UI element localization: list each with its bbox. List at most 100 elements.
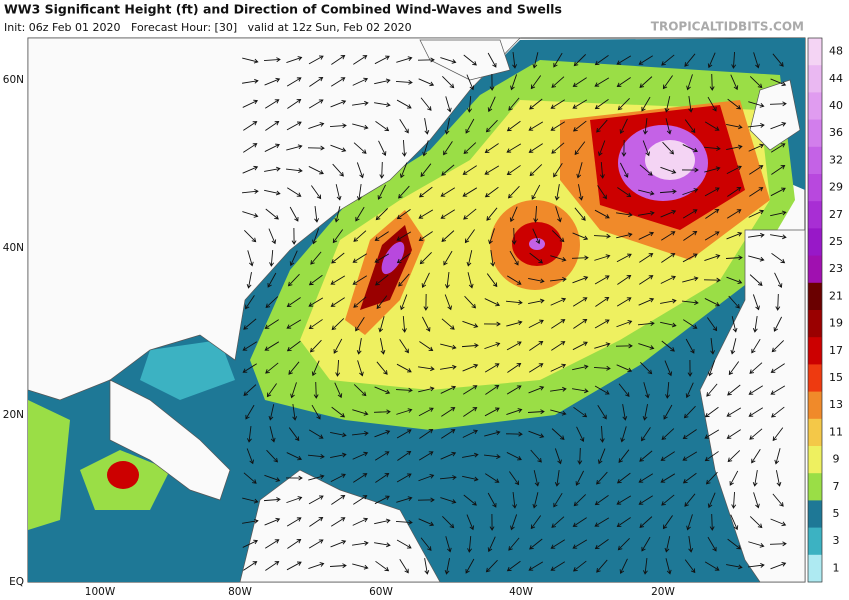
colorbar-label: 3 <box>833 534 840 547</box>
wind-arrow <box>596 471 608 485</box>
wind-arrow <box>418 386 435 393</box>
wind-arrow <box>374 495 390 505</box>
wind-arrow <box>593 233 611 239</box>
wind-arrow <box>510 514 518 531</box>
wind-arrow <box>529 538 543 550</box>
wind-arrow <box>355 317 365 332</box>
wind-arrow <box>550 276 567 282</box>
wind-arrow <box>330 99 347 108</box>
wind-arrow <box>331 406 346 418</box>
colorbar-swatch <box>808 38 822 66</box>
wind-arrow <box>551 230 565 243</box>
wind-arrow <box>309 339 322 353</box>
wind-arrow <box>265 208 279 220</box>
wind-arrow <box>401 139 407 157</box>
wind-arrow <box>530 75 542 90</box>
wind-arrow <box>550 386 567 392</box>
wind-arrow <box>553 492 563 508</box>
wind-arrow <box>682 429 697 440</box>
wind-arrow <box>441 407 456 417</box>
wind-arrow <box>528 319 544 328</box>
wind-arrow <box>243 384 257 396</box>
wind-arrow <box>396 209 411 220</box>
colorbar-swatch <box>808 119 822 148</box>
wind-arrow <box>463 208 477 220</box>
wind-arrow <box>576 426 585 443</box>
wind-arrow <box>599 161 605 179</box>
wind-arrow <box>265 121 280 131</box>
wind-arrow <box>266 383 277 398</box>
wave-field <box>645 140 695 180</box>
wind-arrow <box>486 207 498 221</box>
wind-arrow <box>506 452 522 461</box>
colorbar-swatch <box>808 527 822 556</box>
wind-arrow <box>727 384 741 396</box>
wind-arrow <box>775 293 781 311</box>
wind-arrow <box>772 53 784 67</box>
wind-arrow <box>726 276 743 284</box>
wind-arrow <box>418 78 435 87</box>
colorbar-swatch <box>808 282 822 311</box>
wind-arrow <box>749 187 764 197</box>
wind-arrow <box>638 473 654 483</box>
wind-arrow <box>374 542 391 548</box>
wind-arrow <box>265 99 280 109</box>
wind-arrow <box>418 366 435 372</box>
wind-arrow <box>642 140 650 157</box>
wind-arrow <box>555 206 562 223</box>
wind-arrow <box>617 187 632 198</box>
wind-arrow <box>485 559 498 573</box>
wind-arrow <box>398 185 410 199</box>
lon-label: 60W <box>369 586 393 598</box>
wind-arrow <box>596 119 608 133</box>
wind-arrow <box>462 452 479 458</box>
wind-arrow <box>486 273 498 288</box>
wind-arrow <box>682 144 699 153</box>
wind-arrow <box>374 430 391 438</box>
land <box>109 379 231 501</box>
wind-arrow <box>263 497 281 503</box>
colorbar-swatch <box>808 337 822 365</box>
wind-arrow <box>572 232 589 241</box>
wind-arrow <box>511 227 517 245</box>
wind-arrow <box>530 515 542 530</box>
wind-arrow <box>242 99 259 108</box>
wind-arrow <box>774 272 783 289</box>
wind-arrow <box>749 76 763 89</box>
wind-arrow <box>530 449 542 463</box>
wind-arrow <box>330 473 346 482</box>
wind-arrow <box>356 184 362 201</box>
wind-arrow <box>617 537 630 551</box>
wind-arrow <box>440 364 457 370</box>
wind-arrow <box>441 318 455 330</box>
wind-arrow <box>638 297 655 306</box>
wind-arrow <box>376 295 388 310</box>
wind-arrow <box>441 164 455 176</box>
wind-arrow <box>506 143 522 153</box>
wind-arrow <box>462 165 477 175</box>
wind-arrow <box>772 493 784 507</box>
wind-arrow <box>660 298 677 304</box>
wind-arrow <box>307 145 325 151</box>
wind-arrow <box>638 55 653 65</box>
lon-label: 20W <box>651 586 675 598</box>
wind-arrow <box>594 98 609 110</box>
wind-arrow <box>420 97 432 111</box>
wind-arrow <box>246 272 252 289</box>
wind-arrow <box>727 187 742 197</box>
wind-arrow <box>726 209 742 219</box>
wind-arrow <box>662 515 673 530</box>
wind-arrow <box>308 562 325 569</box>
wind-arrow <box>620 426 627 443</box>
wave-field <box>381 241 405 275</box>
wind-arrow <box>396 363 412 373</box>
wind-arrow <box>660 321 677 328</box>
land <box>419 39 511 81</box>
wind-arrow <box>421 272 430 288</box>
wind-arrow <box>550 297 567 306</box>
wind-arrow <box>462 429 478 438</box>
wind-arrow <box>397 450 412 461</box>
wind-arrow <box>682 472 697 484</box>
wind-arrow <box>445 96 452 113</box>
wind-arrow <box>418 186 433 198</box>
